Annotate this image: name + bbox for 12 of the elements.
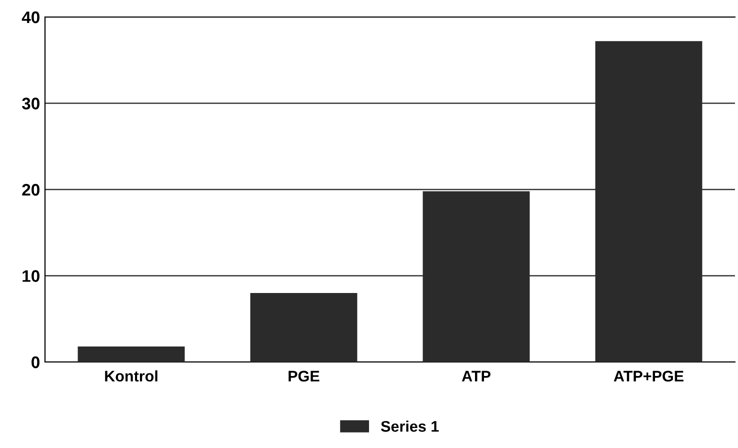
y-tick-label: 40	[22, 11, 40, 24]
y-tick-label: 30	[22, 98, 40, 110]
y-tick-label: 10	[22, 270, 40, 282]
y-tick-label: 20	[22, 184, 40, 196]
legend-label: Series 1	[380, 420, 439, 432]
x-tick-label: Kontrol	[105, 370, 158, 382]
x-tick-label: ATP+PGE	[614, 370, 684, 382]
x-tick-label: ATP	[462, 370, 490, 382]
bar	[78, 346, 185, 362]
y-tick-label: 0	[32, 356, 40, 368]
bar	[250, 293, 358, 362]
x-tick-label: PGE	[288, 370, 320, 382]
